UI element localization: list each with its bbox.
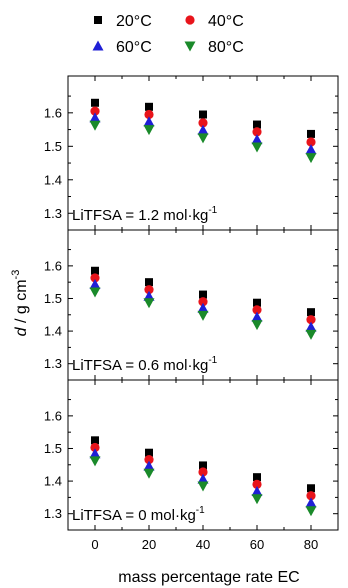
x-tick-label: 60 <box>250 537 264 552</box>
point-p1-s3-x80 <box>305 144 317 155</box>
point-p3-s1-x80 <box>307 484 315 493</box>
y-tick-label: 1.4 <box>44 172 62 187</box>
point-p1-s2-x0 <box>90 106 100 116</box>
point-p3-s4-x80 <box>305 506 317 517</box>
point-p1-s2-x40 <box>198 118 208 128</box>
point-p1-s3-x60 <box>251 134 263 145</box>
point-p3-s2-x60 <box>252 479 262 489</box>
x-tick-label: 20 <box>142 537 156 552</box>
point-p3-s4-x20 <box>143 468 155 479</box>
point-p2-s1-x40 <box>199 290 207 299</box>
point-p1-s1-x0 <box>91 98 99 107</box>
point-p2-s3-x40 <box>197 302 209 313</box>
point-p1-s4-x40 <box>197 133 209 144</box>
point-p2-s4-x60 <box>251 320 263 331</box>
point-p3-s1-x20 <box>145 448 153 457</box>
legend-label-2: 40°C <box>208 13 244 30</box>
point-p2-s2-x0 <box>90 273 100 283</box>
y-tick-label: 1.6 <box>44 105 62 120</box>
y-tick-label: 1.5 <box>44 441 62 456</box>
y-tick-label: 1.5 <box>44 139 62 154</box>
point-p3-s2-x0 <box>90 442 100 453</box>
panel-label: LiTFSA = 1.2 mol·kg-1 <box>72 205 218 224</box>
point-p3-s1-x60 <box>253 473 261 482</box>
point-p1-s1-x20 <box>145 102 153 111</box>
point-p2-s4-x80 <box>305 329 317 340</box>
point-p2-s2-x20 <box>144 285 154 295</box>
point-p2-s1-x0 <box>91 266 99 275</box>
x-axis-title: mass percentage rate EC <box>118 569 299 586</box>
point-p2-s1-x80 <box>307 308 315 317</box>
point-p2-s4-x0 <box>89 287 101 298</box>
y-tick-label: 1.4 <box>44 474 62 489</box>
point-p1-s2-x20 <box>144 109 154 120</box>
legend-marker-4 <box>184 41 196 52</box>
point-p2-s2-x40 <box>198 297 208 307</box>
point-p3-s3-x20 <box>143 460 155 471</box>
x-axis: 0 20 40 60 80 <box>91 537 318 552</box>
point-p1-s4-x20 <box>143 125 155 136</box>
panel-1: 1.3 1.4 1.5 1.6 LiTFSA = 1.2 mol·kg-1 <box>44 75 339 231</box>
point-p1-s3-x40 <box>197 124 209 135</box>
point-p1-s1-x60 <box>253 120 261 129</box>
point-p1-s3-x0 <box>89 112 101 123</box>
point-p3-s3-x40 <box>197 473 209 484</box>
y-tick-label: 1.6 <box>44 258 62 273</box>
point-p2-s2-x80 <box>306 315 316 325</box>
y-axis-title: d / g cm-3 <box>10 270 30 337</box>
panel-3: 1.3 1.4 1.5 1.6 LiTFSA = 0 mol·kg-1 <box>44 379 339 531</box>
point-p3-s4-x60 <box>251 494 263 505</box>
y-tick-label: 1.3 <box>44 506 62 521</box>
x-tick-label: 80 <box>304 537 318 552</box>
point-p3-s4-x40 <box>197 481 209 492</box>
y-tick-label: 1.4 <box>44 324 62 339</box>
point-p3-s2-x40 <box>198 467 208 477</box>
legend-marker-2 <box>185 15 195 25</box>
point-p1-s2-x60 <box>252 127 262 137</box>
point-p2-s4-x40 <box>197 310 209 321</box>
y-tick-label: 1.6 <box>44 408 62 423</box>
point-p2-s3-x60 <box>251 311 263 322</box>
x-tick-label: 0 <box>91 537 98 552</box>
point-p1-s4-x60 <box>251 142 263 153</box>
point-p3-s1-x40 <box>199 461 207 470</box>
panel-label: LiTFSA = 0 mol·kg-1 <box>72 505 205 524</box>
y-tick-label: 1.5 <box>44 291 62 306</box>
x-tick-label: 40 <box>196 537 210 552</box>
legend-marker-1 <box>94 16 102 24</box>
legend-label-1: 20°C <box>116 13 152 30</box>
point-p2-s1-x20 <box>145 278 153 287</box>
legend-marker-3 <box>92 40 104 51</box>
y-tick-label: 1.3 <box>44 206 62 221</box>
legend-label-4: 80°C <box>208 39 244 56</box>
point-p1-s4-x80 <box>305 153 317 164</box>
point-p2-s3-x0 <box>89 278 101 289</box>
point-p1-s3-x20 <box>143 116 155 127</box>
panel-label: LiTFSA = 0.6 mol·kg-1 <box>72 355 218 374</box>
point-p3-s1-x0 <box>91 436 99 445</box>
point-p3-s3-x60 <box>251 486 263 497</box>
y-tick-label: 1.3 <box>44 356 62 371</box>
point-p1-s1-x80 <box>307 129 315 138</box>
point-p1-s2-x80 <box>306 137 316 147</box>
legend: 20°C 40°C 60°C 80°C <box>92 13 244 56</box>
point-p2-s1-x60 <box>253 298 261 307</box>
point-p3-s4-x0 <box>89 456 101 467</box>
point-p2-s2-x60 <box>252 305 262 315</box>
point-p1-s4-x0 <box>89 120 101 131</box>
point-p2-s4-x20 <box>143 298 155 309</box>
legend-label-3: 60°C <box>116 39 152 56</box>
point-p3-s3-x80 <box>305 497 317 508</box>
point-p2-s3-x80 <box>305 321 317 332</box>
panel-2: 1.3 1.4 1.5 1.6 LiTFSA = 0.6 mol·kg-1 <box>44 229 339 381</box>
point-p3-s3-x0 <box>89 448 101 459</box>
point-p1-s1-x40 <box>199 110 207 119</box>
point-p3-s2-x80 <box>306 491 316 501</box>
point-p2-s3-x20 <box>143 290 155 301</box>
point-p3-s2-x20 <box>144 454 154 465</box>
